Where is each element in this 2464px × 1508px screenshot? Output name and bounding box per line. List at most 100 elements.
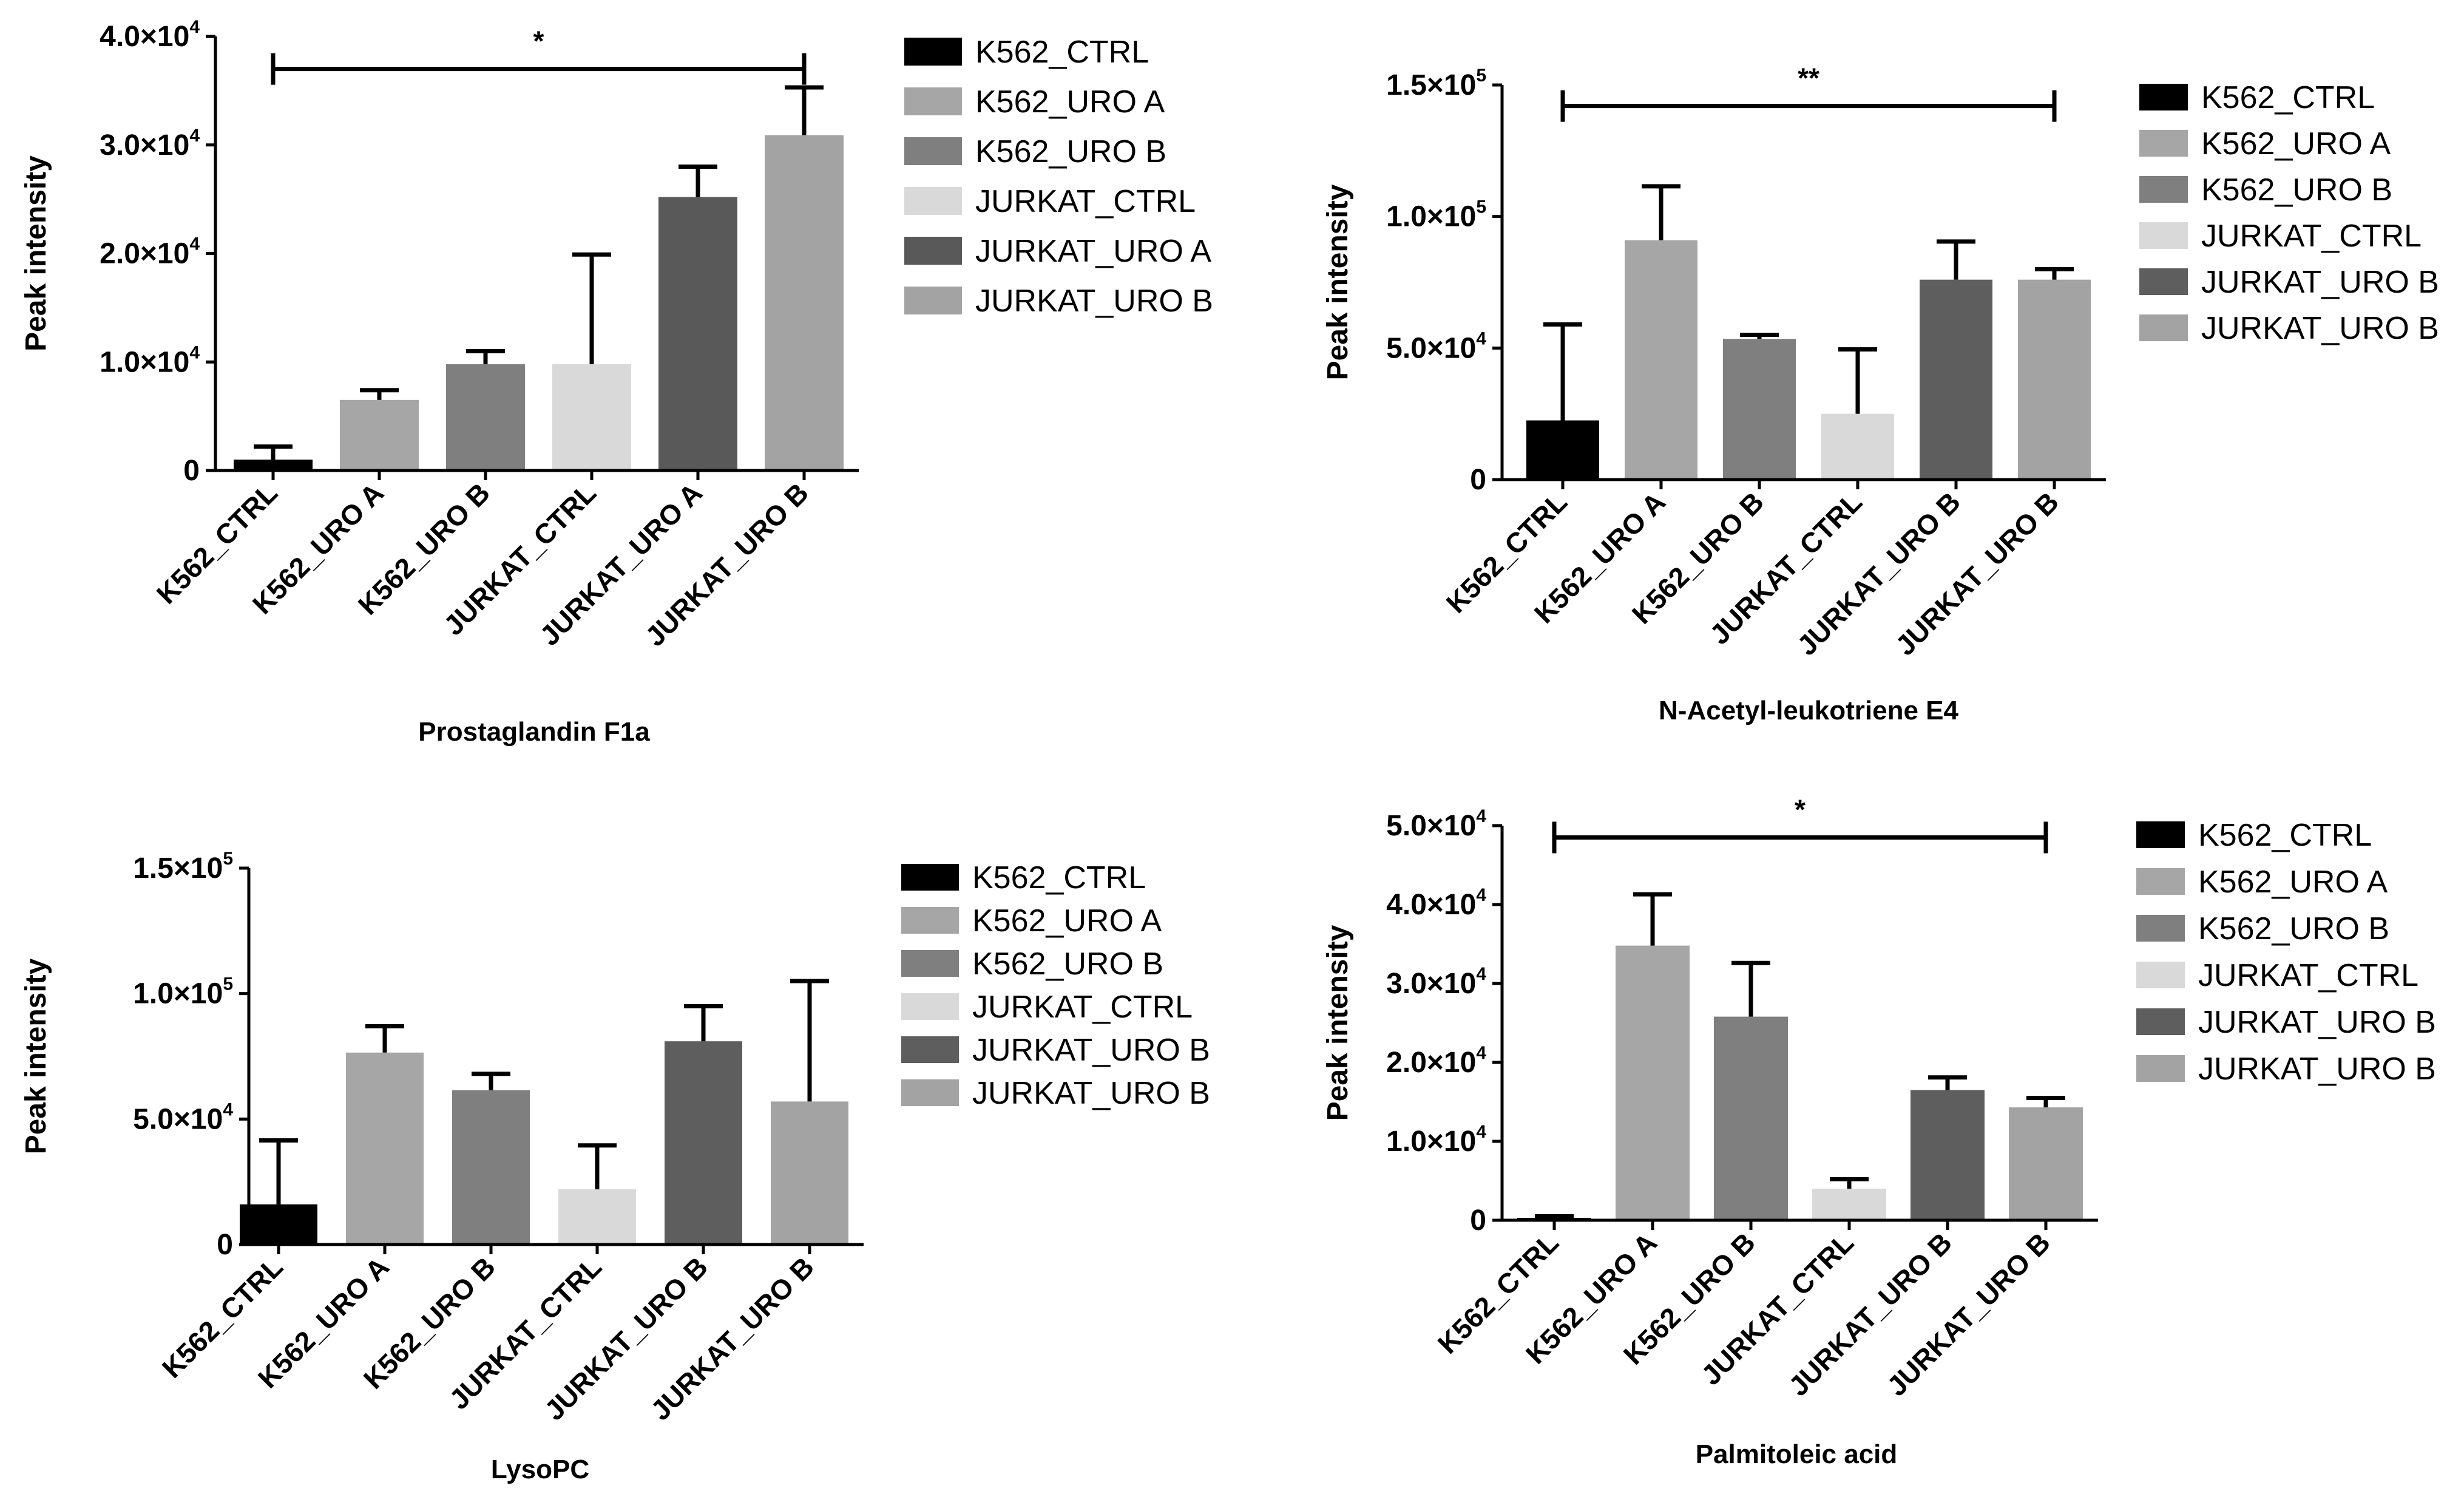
bar <box>234 460 313 470</box>
legend-swatch <box>904 137 962 165</box>
legend-swatch <box>904 87 962 115</box>
legend-label: K562_CTRL <box>2198 818 2372 853</box>
legend-label: K562_URO B <box>2198 911 2389 946</box>
y-axis-title: Peak intensity <box>20 155 52 352</box>
legend-swatch <box>901 864 959 891</box>
bar <box>765 135 844 471</box>
legend-swatch <box>2139 130 2188 157</box>
legend-swatch <box>904 187 962 215</box>
y-tick-label: 3.0×104 <box>100 126 200 161</box>
bar <box>552 364 631 470</box>
y-tick-label: 1.5×105 <box>1386 66 1486 101</box>
legend-swatch <box>901 1036 959 1063</box>
legend-label: K562_CTRL <box>972 860 1146 895</box>
bar <box>2009 1107 2083 1220</box>
legend-label: JURKAT_URO B <box>2201 311 2439 346</box>
y-tick-label: 1.0×104 <box>1386 1122 1486 1158</box>
y-tick-label: 1.0×105 <box>133 974 233 1010</box>
legend-label: JURKAT_CTRL <box>975 184 1196 219</box>
bar <box>446 364 525 470</box>
legend-swatch <box>901 993 959 1020</box>
y-tick-label: 3.0×104 <box>1386 964 1486 1000</box>
legend: K562_CTRL K562_URO A K562_URO B JURKAT_CTRL… <box>904 35 1213 319</box>
legend-swatch <box>2139 176 2188 203</box>
x-tick-label: JURKAT_URO B <box>1782 1226 1958 1402</box>
legend-label: K562_URO B <box>2201 172 2392 208</box>
legend-swatch <box>2139 84 2188 110</box>
bar <box>340 399 419 470</box>
bar <box>665 1041 742 1245</box>
chart-panel-3: 0 5.0×104 1.0×105 1.5×105 K562_CTRL K562_URO … <box>20 849 1210 1484</box>
chart-title: N-Acetyl-leukotriene E4 <box>1659 696 1958 725</box>
bar <box>1911 1090 1985 1220</box>
x-tick-label: JURKAT_URO B <box>1881 1226 2056 1402</box>
legend-label: JURKAT_URO B <box>975 284 1213 319</box>
legend-swatch <box>904 237 962 265</box>
legend-swatch <box>901 907 959 934</box>
legend-label: K562_URO A <box>975 84 1165 120</box>
legend-swatch <box>2136 1055 2185 1082</box>
legend-label: JURKAT_CTRL <box>2201 219 2422 254</box>
bar <box>1920 279 1992 480</box>
legend: K562_CTRL K562_URO A K562_URO B JURKAT_CTRL… <box>901 860 1210 1111</box>
bar <box>240 1204 317 1245</box>
chart-panel-2: 0 5.0×104 1.0×105 1.5×105 K562_CTRL K562_URO … <box>1322 63 2439 725</box>
y-tick-label: 2.0×104 <box>100 234 200 270</box>
legend-swatch <box>904 38 962 66</box>
significance-label: * <box>533 25 544 57</box>
y-tick-label: 5.0×104 <box>1386 328 1486 364</box>
y-tick-label: 5.0×104 <box>133 1099 233 1135</box>
bar <box>452 1090 530 1245</box>
chart-title: Palmitoleic acid <box>1696 1439 1898 1469</box>
legend-label: K562_CTRL <box>975 35 1149 70</box>
x-tick-label: JURKAT_URO B <box>1791 486 1966 661</box>
bar <box>1616 945 1690 1220</box>
legend-label: JURKAT_URO B <box>2201 265 2439 300</box>
bar <box>1714 1016 1788 1220</box>
bar <box>1812 1189 1886 1220</box>
legend-swatch <box>2136 868 2185 895</box>
legend-swatch <box>2136 821 2185 848</box>
legend-label: JURKAT_URO B <box>2198 1005 2436 1040</box>
legend-label: JURKAT_CTRL <box>2198 958 2418 993</box>
y-tick-label: 2.0×104 <box>1386 1043 1486 1079</box>
legend: K562_CTRL K562_URO A K562_URO B JURKAT_CTRL… <box>2136 818 2436 1087</box>
y-tick-label: 0 <box>183 455 200 487</box>
y-tick-label: 4.0×104 <box>100 17 200 53</box>
significance-label: * <box>1795 794 1806 826</box>
y-tick-label: 1.5×105 <box>133 849 233 885</box>
legend-label: JURKAT_URO B <box>972 1076 1210 1111</box>
bar <box>1723 339 1796 480</box>
legend-swatch <box>901 950 959 977</box>
y-tick-label: 1.0×105 <box>1386 197 1486 233</box>
bar <box>1526 420 1599 480</box>
significance-label: ** <box>1798 63 1819 94</box>
chart-title: Prostaglandin F1a <box>418 717 650 747</box>
bar <box>771 1101 848 1245</box>
y-tick-label: 0 <box>217 1229 233 1261</box>
y-axis-title: Peak intensity <box>1322 184 1354 380</box>
bar <box>658 197 737 470</box>
y-tick-label: 0 <box>1470 464 1486 496</box>
legend-label: JURKAT_CTRL <box>972 990 1193 1025</box>
y-tick-label: 1.0×104 <box>100 342 200 378</box>
x-tick-label: JURKAT_URO B <box>1889 486 2065 661</box>
legend-swatch <box>2136 962 2185 988</box>
chart-panel-1: 01.0×1042.0×1043.0×1044.0×104K562_CTRLK5… <box>20 17 1213 747</box>
chart-panel-4: 0 1.0×104 2.0×104 3.0×104 4.0×104 5.0×104 K562… <box>1322 794 2436 1470</box>
y-axis-title: Peak intensity <box>20 958 52 1154</box>
legend-swatch <box>2139 268 2188 295</box>
legend-label: JURKAT_URO B <box>972 1033 1210 1068</box>
legend-label: K562_URO B <box>975 134 1166 169</box>
y-axis-title: Peak intensity <box>1322 925 1354 1121</box>
y-tick-label: 0 <box>1470 1204 1486 1237</box>
y-tick-label: 4.0×104 <box>1386 885 1486 921</box>
legend-label: K562_URO B <box>972 946 1163 982</box>
legend-label: K562_URO A <box>972 903 1162 939</box>
bar <box>1821 413 1894 480</box>
bar <box>558 1189 636 1245</box>
bar <box>1625 240 1697 480</box>
legend-label: K562_URO A <box>2198 864 2388 900</box>
legend-swatch <box>2136 915 2185 942</box>
